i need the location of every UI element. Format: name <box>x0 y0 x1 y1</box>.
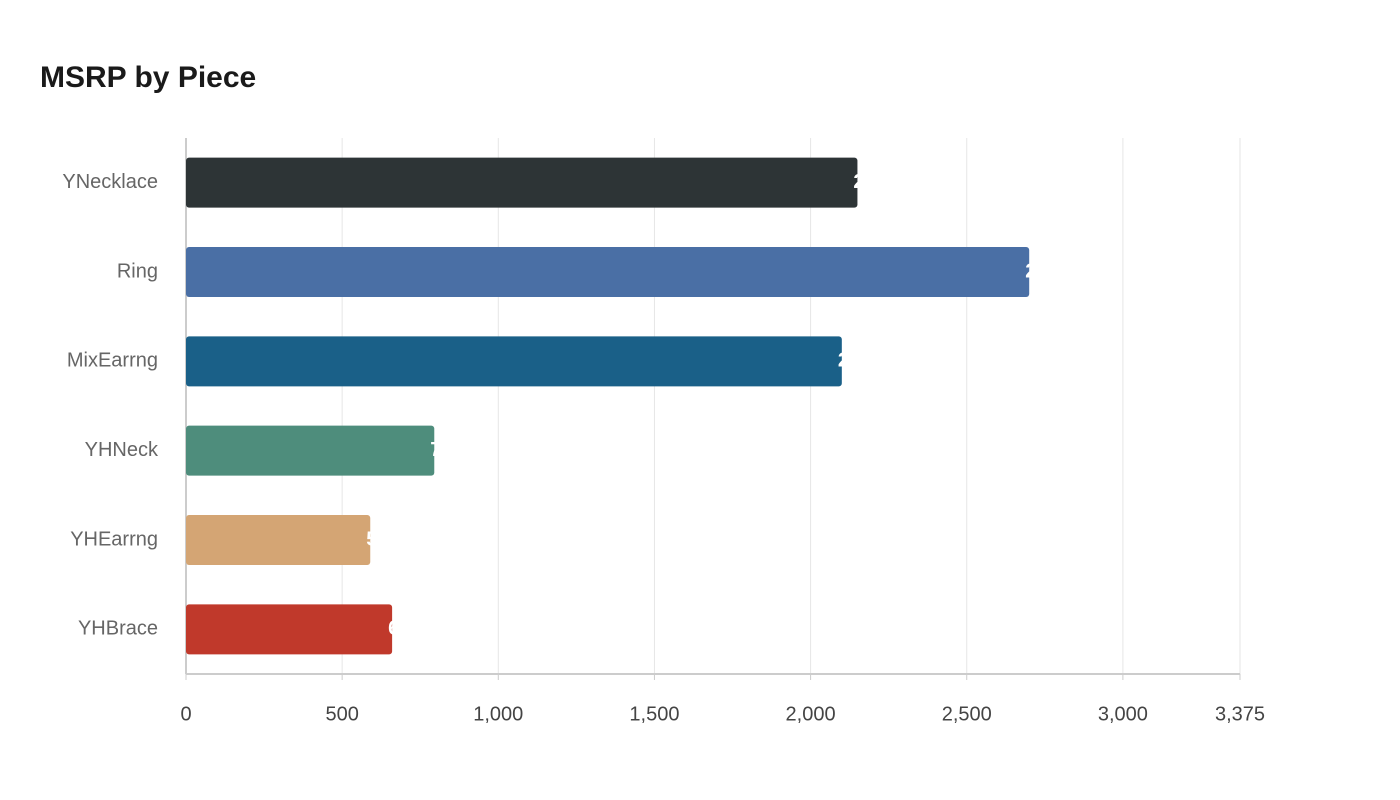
bar <box>186 604 393 655</box>
chart-title: MSRP by Piece <box>40 61 256 94</box>
value-label: 795 <box>430 439 463 461</box>
value-label: 590 <box>366 528 399 550</box>
y-tick-label: YHBrace <box>78 618 158 640</box>
bar <box>186 425 435 476</box>
value-label: 2150 <box>853 171 898 193</box>
x-tick-label: 2,500 <box>942 703 992 725</box>
bar <box>186 247 1030 297</box>
value-label: 2700 <box>1025 260 1070 282</box>
bar <box>186 515 371 565</box>
x-tick-label: 500 <box>325 703 358 725</box>
y-tick-label: YHEarrng <box>70 528 158 550</box>
x-tick-label: 3,375 <box>1215 703 1265 725</box>
value-label: 2100 <box>838 350 883 372</box>
y-tick-label: MixEarrng <box>67 350 158 372</box>
y-tick-label: YHNeck <box>85 439 159 461</box>
y-tick-label: YNecklace <box>62 171 158 193</box>
x-tick-label: 0 <box>180 703 191 725</box>
x-tick-label: 3,000 <box>1098 703 1148 725</box>
bar <box>186 157 858 208</box>
x-tick-label: 1,500 <box>629 703 679 725</box>
bar <box>186 336 842 387</box>
x-tick-label: 1,000 <box>473 703 523 725</box>
y-tick-label: Ring <box>117 260 158 282</box>
x-tick-label: 2,000 <box>786 703 836 725</box>
value-label: 660 <box>388 618 421 640</box>
